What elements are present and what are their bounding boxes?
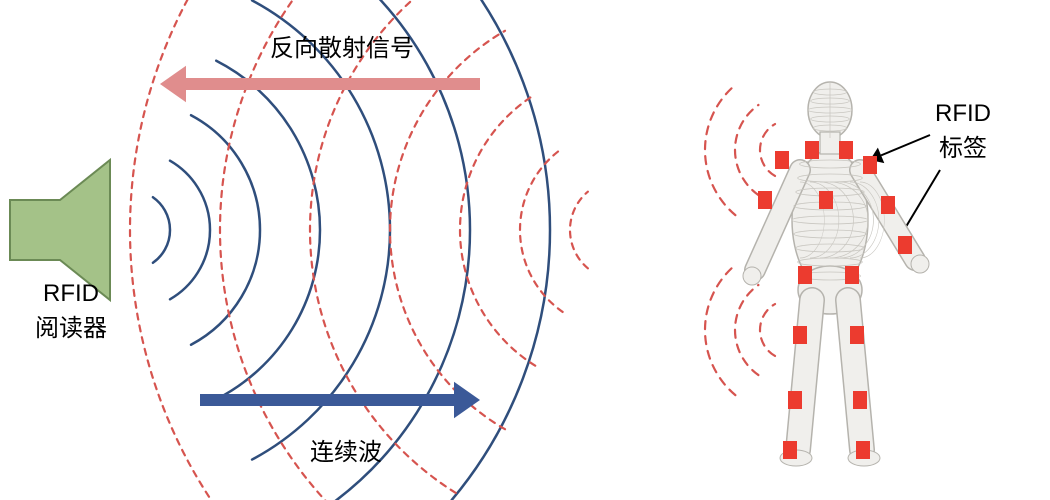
rfid-tag-icon (850, 326, 864, 344)
diagram-stage: 反向散射信号 连续波 RFID 阅读器 RFID 标签 (0, 0, 1050, 500)
backscatter-wave-arc (570, 192, 588, 269)
backscatter-wave-upper-arc (735, 105, 758, 195)
rfid-reader-icon (10, 160, 110, 300)
backscatter-wave-lower-arc (760, 304, 775, 356)
backscatter-wave-arc (220, 0, 374, 500)
rfid-tag-icon (853, 391, 867, 409)
rfid-tag-icon (881, 196, 895, 214)
tag-pointer-arrow (881, 135, 930, 155)
rfid-tag-icon (783, 441, 797, 459)
diagram-svg (0, 0, 1050, 500)
backscatter-wave-lower-arc (735, 285, 758, 375)
continuous-wave-arc (153, 197, 170, 263)
human-figure (743, 82, 929, 466)
reader-label: RFID 阅读器 (35, 280, 107, 343)
rfid-tag-icon (798, 266, 812, 284)
rfid-tag-icon (805, 141, 819, 159)
rfid-tag-icon (793, 326, 807, 344)
continuous-wave-arrow-head (454, 382, 480, 418)
continuous-wave-label: 连续波 (310, 432, 382, 467)
rfid-tag-icon (839, 141, 853, 159)
continuous-wave-arc (216, 61, 320, 400)
rfid-tag-icon (819, 191, 833, 209)
continuous-wave-arc (325, 0, 470, 500)
rfid-tag-icon (845, 266, 859, 284)
backscatter-wave-upper-arc (705, 85, 735, 215)
backscatter-wave-arc (310, 0, 456, 493)
tag-pointer-arrow (901, 170, 940, 235)
backscatter-label: 反向散射信号 (270, 28, 414, 63)
backscatter-wave-lower-arc (705, 265, 735, 395)
backscatter-wave-arc (460, 94, 535, 365)
continuous-wave-arc (170, 161, 210, 300)
rfid-tag-icon (856, 441, 870, 459)
rfid-tag-icon (788, 391, 802, 409)
rfid-tag-icon (775, 151, 789, 169)
backscatter-arrow-head (160, 66, 186, 102)
continuous-wave-arc (191, 115, 260, 345)
backscatter-wave-arc (130, 0, 245, 500)
backscatter-wave-arc (520, 148, 563, 312)
tag-label: RFID 标签 (935, 100, 991, 163)
rfid-tag-icon (863, 156, 877, 174)
backscatter-wave-upper-arc (760, 124, 775, 176)
backscatter-wave-arc (390, 31, 505, 429)
rfid-tag-icon (898, 236, 912, 254)
rfid-tag-icon (758, 191, 772, 209)
continuous-wave-arc (452, 0, 550, 500)
